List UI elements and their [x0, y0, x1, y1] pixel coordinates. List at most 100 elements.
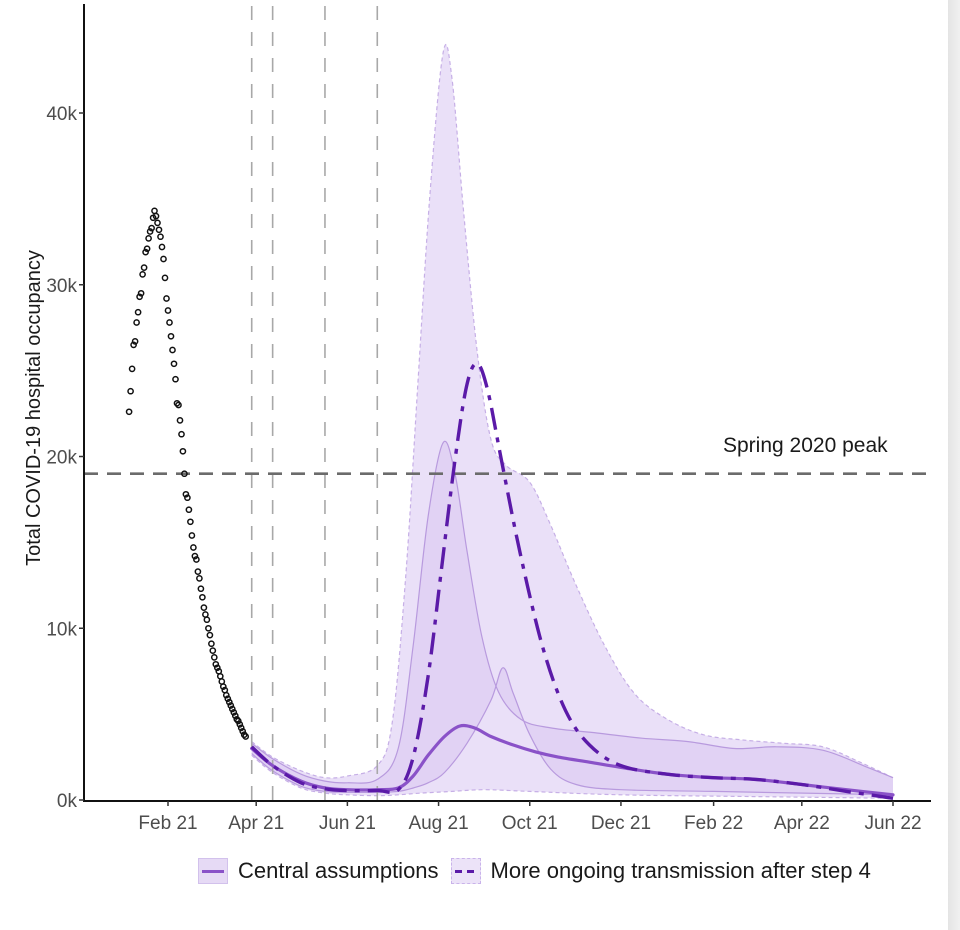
legend-key-dashed-line [450, 858, 481, 884]
observed-point [145, 235, 152, 242]
observed-point [228, 705, 236, 713]
observed-point [230, 709, 238, 716]
observed-point [163, 295, 170, 302]
central-ribbon-upper-edge [251, 440, 894, 784]
observed-point [206, 631, 214, 639]
step-date-lines [250, 6, 379, 800]
observed-point [142, 248, 149, 256]
observed-point [196, 575, 203, 582]
observed-point [239, 727, 247, 735]
y-axis-title: Total COVID-19 hospital occupancy [23, 250, 45, 566]
observed-point [175, 401, 182, 409]
x-tick-label: Oct 21 [502, 813, 558, 834]
observed-point [134, 308, 142, 316]
legend-item-central: Central assumptions [198, 858, 439, 884]
observed-point [210, 654, 218, 661]
observed-point [155, 226, 163, 234]
x-tick-label: Feb 22 [684, 813, 743, 834]
observed-point [181, 470, 188, 478]
observed-point [199, 593, 206, 601]
observed-point [143, 245, 151, 253]
y-tick-label: 20k [46, 448, 77, 469]
observed-point [167, 332, 175, 340]
observed-point [139, 271, 146, 278]
observed-point [151, 207, 158, 215]
more-transmission-ribbon-upper-edge [251, 44, 894, 779]
observed-point [140, 264, 148, 271]
observed-point [194, 568, 202, 575]
axes: 0k 10k 20k 30k 40k Feb 21 Apr 21 Jun 21 Aug 21 Oc… [46, 4, 931, 834]
observed-point [191, 552, 199, 560]
y-tick-label: 10k [46, 619, 77, 640]
y-tick-label: 30k [46, 276, 77, 297]
more-transmission-ribbon [251, 44, 893, 799]
observed-point [154, 219, 161, 227]
observed-point [237, 724, 245, 732]
observed-point [125, 408, 133, 416]
observed-point [209, 647, 217, 654]
x-tick-label: Aug 21 [408, 813, 468, 834]
observed-point [200, 604, 208, 611]
y-tick-label: 40k [46, 104, 77, 125]
observed-point [185, 506, 193, 514]
observed-point [157, 233, 164, 241]
observed-point [222, 691, 230, 699]
x-tick-label: Apr 21 [228, 813, 284, 834]
legend-label: Central assumptions [238, 858, 439, 883]
observed-point [158, 243, 166, 251]
observed-point [172, 375, 179, 383]
observed-point [178, 430, 185, 438]
legend-key-solid-line [198, 858, 228, 884]
observed-point [169, 346, 176, 354]
observed-point [137, 289, 145, 297]
observed-point [131, 338, 139, 345]
x-tick-label: Feb 21 [138, 813, 197, 834]
observed-point [127, 387, 134, 395]
observed-point [197, 585, 205, 593]
x-tick-label: Apr 22 [774, 813, 830, 834]
observed-point [184, 494, 191, 502]
legend-label: More ongoing transmission after step 4 [490, 858, 871, 883]
observed-point [203, 616, 211, 624]
more-transmission-line [250, 361, 894, 800]
spring-2020-peak-label: Spring 2020 peak [723, 434, 888, 457]
observed-point [224, 695, 232, 703]
observed-point [188, 532, 196, 539]
observed-point [216, 672, 224, 680]
observed-point [136, 293, 143, 301]
observed-point [146, 228, 154, 235]
observed-point [213, 664, 221, 672]
observed-point [190, 544, 197, 551]
x-tick-label: Dec 21 [591, 813, 651, 834]
observed-point [152, 212, 160, 220]
y-tick-label: 0k [57, 791, 78, 812]
legend: Central assumptions More ongoing transmi… [198, 858, 883, 884]
observed-point [160, 255, 167, 263]
observed-point [182, 490, 190, 498]
observed-point [187, 518, 194, 526]
observed-point [179, 447, 187, 455]
observed-point [133, 319, 140, 326]
legend-item-more-transmission: More ongoing transmission after step 4 [450, 858, 871, 884]
observed-point [208, 640, 215, 648]
central-ribbon-lower-edge [251, 667, 894, 796]
observed-point [225, 698, 233, 706]
observed-point [176, 417, 184, 424]
observed-point [219, 683, 227, 690]
observed-point [236, 721, 244, 728]
observed-point [202, 611, 209, 618]
observed-point [234, 717, 242, 725]
observed-point [166, 319, 173, 326]
observed-point [148, 224, 155, 232]
observed-points [125, 207, 250, 740]
x-tick-label: Jun 21 [319, 813, 376, 834]
observed-point [242, 733, 250, 740]
projection-lines [250, 361, 895, 800]
observed-point [130, 341, 137, 349]
central-ribbon [251, 441, 893, 795]
page-edge-shadow [948, 0, 960, 930]
observed-point [231, 712, 239, 720]
ribbon-layer [251, 44, 894, 799]
x-tick-label: Jun 22 [864, 813, 921, 834]
